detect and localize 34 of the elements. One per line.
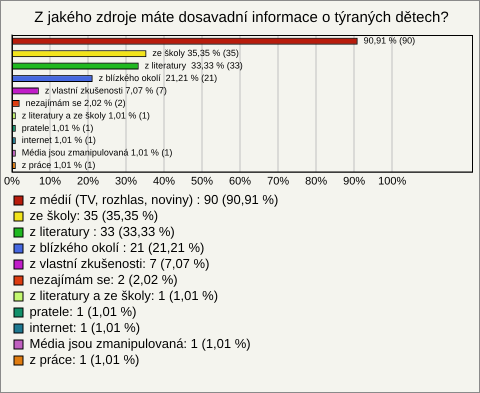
data-label: z práce 1,01 % (1) xyxy=(22,160,96,170)
data-label: 90,91 % (90) xyxy=(364,36,416,46)
x-tick-label: 100% xyxy=(378,175,406,188)
x-tick-label: 60% xyxy=(229,175,252,188)
chart-title: Z jakého zdroje máte dosavadní informace o týraných dětech? xyxy=(34,9,449,26)
legend-label: internet: 1 (1,01 %) xyxy=(30,320,140,336)
legend-label: z práce: 1 (1,01 %) xyxy=(30,352,140,368)
legend-label: nezajímám se: 2 (2,02 %) xyxy=(30,272,178,288)
x-tick-label: 20% xyxy=(76,175,100,188)
x-tick-label: 80% xyxy=(305,175,328,188)
data-label: Média jsou zmanipulovaná 1,01 % (1) xyxy=(22,148,172,158)
legend-label: z blízkého okolí : 21 (21,21 %) xyxy=(30,240,204,256)
data-label: nezajímám se 2,02 % (2) xyxy=(26,98,126,108)
legend-label: z vlastní zkušenosti: 7 (7,07 %) xyxy=(30,256,210,272)
legend-label: ze školy: 35 (35,35 %) xyxy=(30,208,158,224)
x-tick-label: 40% xyxy=(153,175,176,188)
x-tick-label: 30% xyxy=(114,175,138,188)
x-tick-label: 50% xyxy=(191,175,214,188)
data-label: z vlastní zkušenosti 7,07 % (7) xyxy=(44,85,167,96)
x-tick-label: 90% xyxy=(343,175,366,188)
x-tick-label: 10% xyxy=(38,175,62,188)
data-label: z blízkého okolí 21,21 % (21) xyxy=(98,73,218,84)
legend-label: pratele: 1 (1,01 %) xyxy=(30,304,136,320)
data-label: z literatury 33,33 % (33) xyxy=(144,60,243,71)
data-label: pratele 1,01 % (1) xyxy=(22,122,94,133)
data-label: z literatury a ze školy 1,01 % (1) xyxy=(22,110,150,120)
data-label: ze školy 35,35 % (35) xyxy=(152,48,239,58)
data-label: internet 1,01 % (1) xyxy=(22,135,96,146)
x-tick-label: 70% xyxy=(267,175,290,188)
legend-label: z literatury a ze školy: 1 (1,01 %) xyxy=(30,288,218,304)
legend-label: z literatury : 33 (33,33 %) xyxy=(30,224,175,240)
legend-label: z médií (TV, rozhlas, noviny) : 90 (90,91 %) xyxy=(30,192,278,208)
legend-label: Média jsou zmanipulovaná: 1 (1,01 %) xyxy=(30,336,251,352)
x-tick-label: 0% xyxy=(4,175,20,188)
